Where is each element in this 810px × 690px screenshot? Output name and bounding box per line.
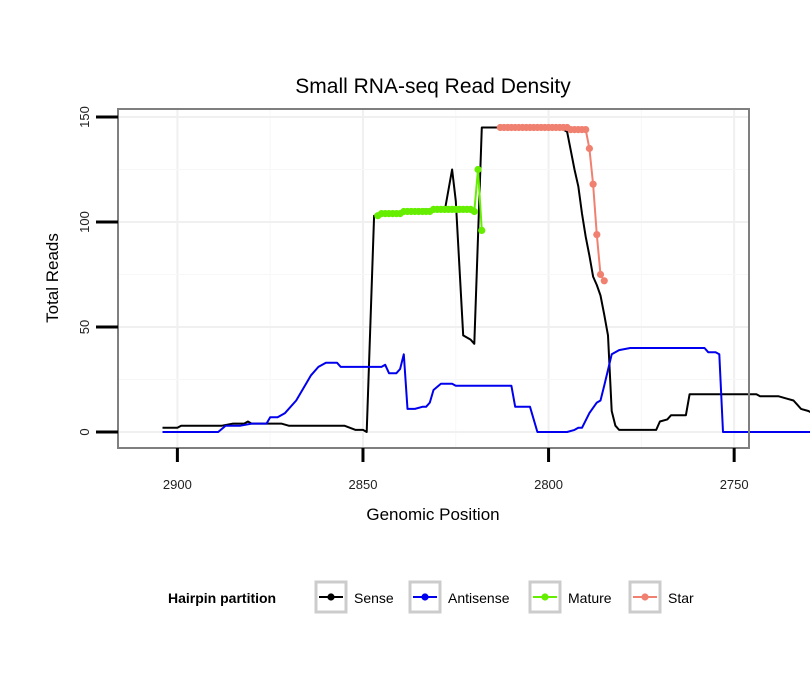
x-tick-label: 2750 [720, 477, 749, 492]
legend-key-point [421, 593, 429, 601]
legend-key-point [327, 593, 335, 601]
x-tick-label: 2800 [534, 477, 563, 492]
data-point-mature [474, 165, 482, 174]
y-tick-label: 150 [77, 106, 92, 128]
legend-key-point [641, 593, 649, 601]
legend-item-sense: Sense [314, 580, 394, 614]
legend-title: Hairpin partition [168, 590, 276, 606]
series-line-antisense [162, 347, 810, 433]
legend: Hairpin partition Sense Antisense Mature St… [168, 580, 694, 614]
data-point-star [585, 144, 593, 153]
y-tick-label: 50 [77, 320, 92, 334]
series-mature [374, 165, 486, 234]
plot-background [118, 109, 749, 448]
data-point-star [582, 126, 590, 134]
x-axis-title: Genomic Position [366, 505, 499, 524]
series-line-sense [162, 126, 810, 433]
series-star [496, 123, 608, 285]
legend-label: Antisense [448, 590, 510, 606]
x-tick-label: 2900 [163, 477, 192, 492]
data-point-star [589, 180, 597, 188]
legend-item-antisense: Antisense [408, 580, 510, 614]
series-antisense [162, 347, 810, 433]
grid-lines [118, 109, 749, 448]
chart-title: Small RNA-seq Read Density [295, 75, 571, 98]
x-tick-label: 2850 [349, 477, 378, 492]
legend-label: Mature [568, 590, 612, 606]
data-point-star [600, 277, 608, 285]
data-point-star [596, 270, 605, 279]
legend-item-star: Star [628, 580, 694, 614]
series-layer [162, 123, 810, 433]
series-sense [162, 126, 810, 433]
legend-key-point [541, 593, 549, 601]
y-axis: 0 50 100 150 [77, 106, 118, 436]
y-tick-label: 0 [77, 428, 92, 435]
legend-item-mature: Mature [528, 580, 612, 614]
data-point-mature [470, 207, 478, 216]
plot-border [117, 108, 750, 449]
data-point-mature [478, 226, 486, 234]
y-axis-title: Total Reads [43, 233, 62, 323]
data-point-star [593, 231, 601, 239]
legend-label: Star [668, 590, 694, 606]
x-axis: 2900 2850 2800 2750 [163, 448, 749, 492]
legend-keys: Sense Antisense Mature Star [314, 580, 694, 614]
y-tick-label: 100 [77, 211, 92, 233]
legend-label: Sense [354, 590, 394, 606]
